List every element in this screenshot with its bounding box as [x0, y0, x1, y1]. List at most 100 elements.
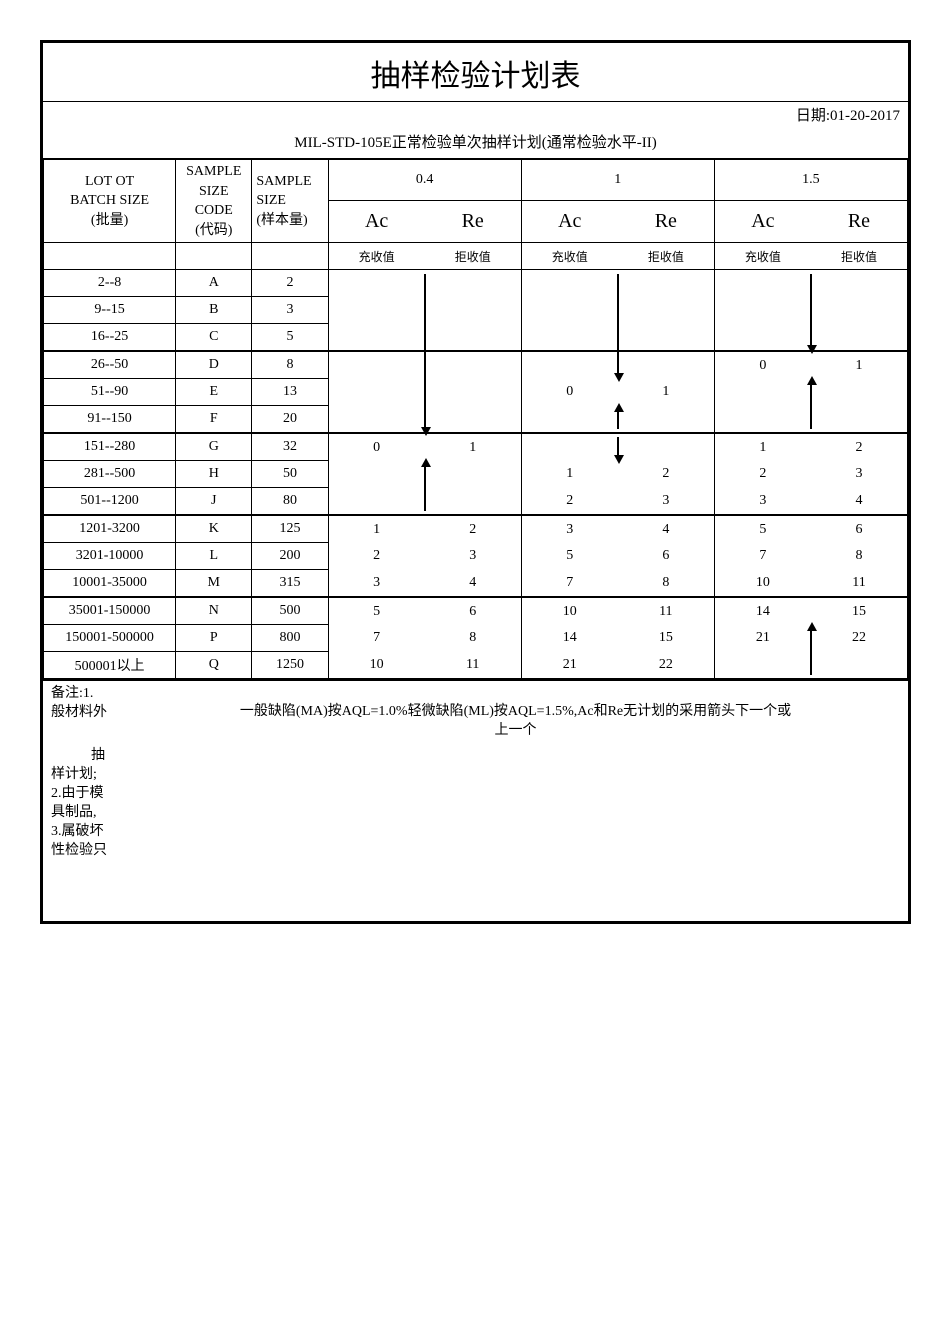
- cell-1-re: 3: [618, 488, 715, 516]
- cell-15-ac: 1: [714, 433, 811, 461]
- cell-15-re: [811, 297, 908, 324]
- hdr-code-1: SAMPLE: [186, 164, 241, 179]
- cell-04-re: [425, 351, 522, 379]
- hdr-lot-1: LOT OT: [85, 174, 134, 189]
- cell-1-re: 2: [618, 461, 715, 488]
- cell-size: 125: [252, 515, 328, 543]
- cell-size: 80: [252, 488, 328, 516]
- cell-04-re: 4: [425, 570, 522, 598]
- cell-15-re: 3: [811, 461, 908, 488]
- cell-15-ac: 14: [714, 597, 811, 625]
- cell-15-re: [811, 406, 908, 434]
- cell-15-re: 8: [811, 543, 908, 570]
- cell-code: G: [176, 433, 252, 461]
- cell-1-ac: [521, 433, 618, 461]
- note-c2: 上一个: [131, 722, 900, 741]
- cell-lot: 10001-35000: [44, 570, 176, 598]
- cell-1-re: 22: [618, 652, 715, 679]
- hdr-blank-code: [176, 243, 252, 270]
- cell-04-re: [425, 270, 522, 297]
- cell-lot: 150001-500000: [44, 625, 176, 652]
- note-l6: 具制品,: [51, 804, 900, 823]
- cell-15-ac: 10: [714, 570, 811, 598]
- cell-1-re: 4: [618, 515, 715, 543]
- cell-15-re: [811, 270, 908, 297]
- hdr-lot-3: (批量): [91, 213, 128, 228]
- cell-1-ac: 21: [521, 652, 618, 679]
- cell-04-re: 1: [425, 433, 522, 461]
- cell-code: H: [176, 461, 252, 488]
- cell-1-ac: 7: [521, 570, 618, 598]
- cell-1-re: 15: [618, 625, 715, 652]
- hdr-code-3: CODE: [195, 203, 233, 218]
- cell-04-re: [425, 488, 522, 516]
- cell-code: D: [176, 351, 252, 379]
- cell-04-re: 11: [425, 652, 522, 679]
- cell-15-ac: 5: [714, 515, 811, 543]
- cell-04-re: [425, 461, 522, 488]
- hdr-aql-1: 1: [521, 159, 714, 201]
- table-row: 151--280G320112: [44, 433, 908, 461]
- cell-04-re: [425, 297, 522, 324]
- table-row: 501--1200J802334: [44, 488, 908, 516]
- cell-1-re: [618, 433, 715, 461]
- cell-15-ac: [714, 406, 811, 434]
- table-row: 3201-10000L200235678: [44, 543, 908, 570]
- hdr-re-15: Re: [811, 201, 908, 243]
- cell-15-re: 1: [811, 351, 908, 379]
- table-row: 1201-3200K125123456: [44, 515, 908, 543]
- cell-15-ac: 3: [714, 488, 811, 516]
- cell-1-re: [618, 297, 715, 324]
- cell-15-ac: 21: [714, 625, 811, 652]
- cell-code: B: [176, 297, 252, 324]
- cell-lot: 9--15: [44, 297, 176, 324]
- hdr-re-1: Re: [618, 201, 715, 243]
- cell-15-ac: 7: [714, 543, 811, 570]
- cell-1-re: [618, 270, 715, 297]
- note-l3: 抽: [51, 747, 900, 766]
- cell-size: 500: [252, 597, 328, 625]
- cell-04-ac: 5: [328, 597, 425, 625]
- cell-1-ac: 0: [521, 379, 618, 406]
- cell-lot: 16--25: [44, 324, 176, 352]
- cell-15-re: [811, 652, 908, 679]
- cell-04-ac: [328, 461, 425, 488]
- cell-1-ac: 1: [521, 461, 618, 488]
- table-row: 150001-500000P8007814152122: [44, 625, 908, 652]
- cell-15-ac: [714, 652, 811, 679]
- table-row: 51--90E1301: [44, 379, 908, 406]
- cell-04-ac: [328, 406, 425, 434]
- cell-lot: 26--50: [44, 351, 176, 379]
- cell-04-re: [425, 324, 522, 352]
- cell-15-re: [811, 324, 908, 352]
- cell-size: 20: [252, 406, 328, 434]
- cell-code: L: [176, 543, 252, 570]
- hdr-size-1: SAMPLE: [256, 174, 311, 189]
- cell-15-ac: [714, 270, 811, 297]
- main-title: 抽样检验计划表: [43, 43, 908, 102]
- cell-1-ac: [521, 270, 618, 297]
- table-row: 500001以上Q125010112122: [44, 652, 908, 679]
- subtitle: MIL-STD-105E正常检验单次抽样计划(通常检验水平-II): [43, 127, 908, 158]
- cell-1-re: [618, 324, 715, 352]
- cell-1-ac: 5: [521, 543, 618, 570]
- cell-lot: 3201-10000: [44, 543, 176, 570]
- cell-size: 2: [252, 270, 328, 297]
- cell-lot: 281--500: [44, 461, 176, 488]
- cell-04-ac: [328, 270, 425, 297]
- hdr-re-04: Re: [425, 201, 522, 243]
- cell-15-re: 22: [811, 625, 908, 652]
- note-l8: 性检验只: [51, 842, 900, 861]
- document-frame: 抽样检验计划表 日期:01-20-2017 MIL-STD-105E正常检验单次…: [40, 40, 911, 924]
- table-row: 16--25C5: [44, 324, 908, 352]
- table-row: 9--15B3: [44, 297, 908, 324]
- table-row: 91--150F20: [44, 406, 908, 434]
- date-label: 日期:01-20-2017: [43, 102, 908, 127]
- cell-04-ac: [328, 379, 425, 406]
- cell-lot: 2--8: [44, 270, 176, 297]
- cell-code: P: [176, 625, 252, 652]
- cell-1-re: 8: [618, 570, 715, 598]
- cell-lot: 500001以上: [44, 652, 176, 679]
- cell-04-re: [425, 406, 522, 434]
- cell-size: 50: [252, 461, 328, 488]
